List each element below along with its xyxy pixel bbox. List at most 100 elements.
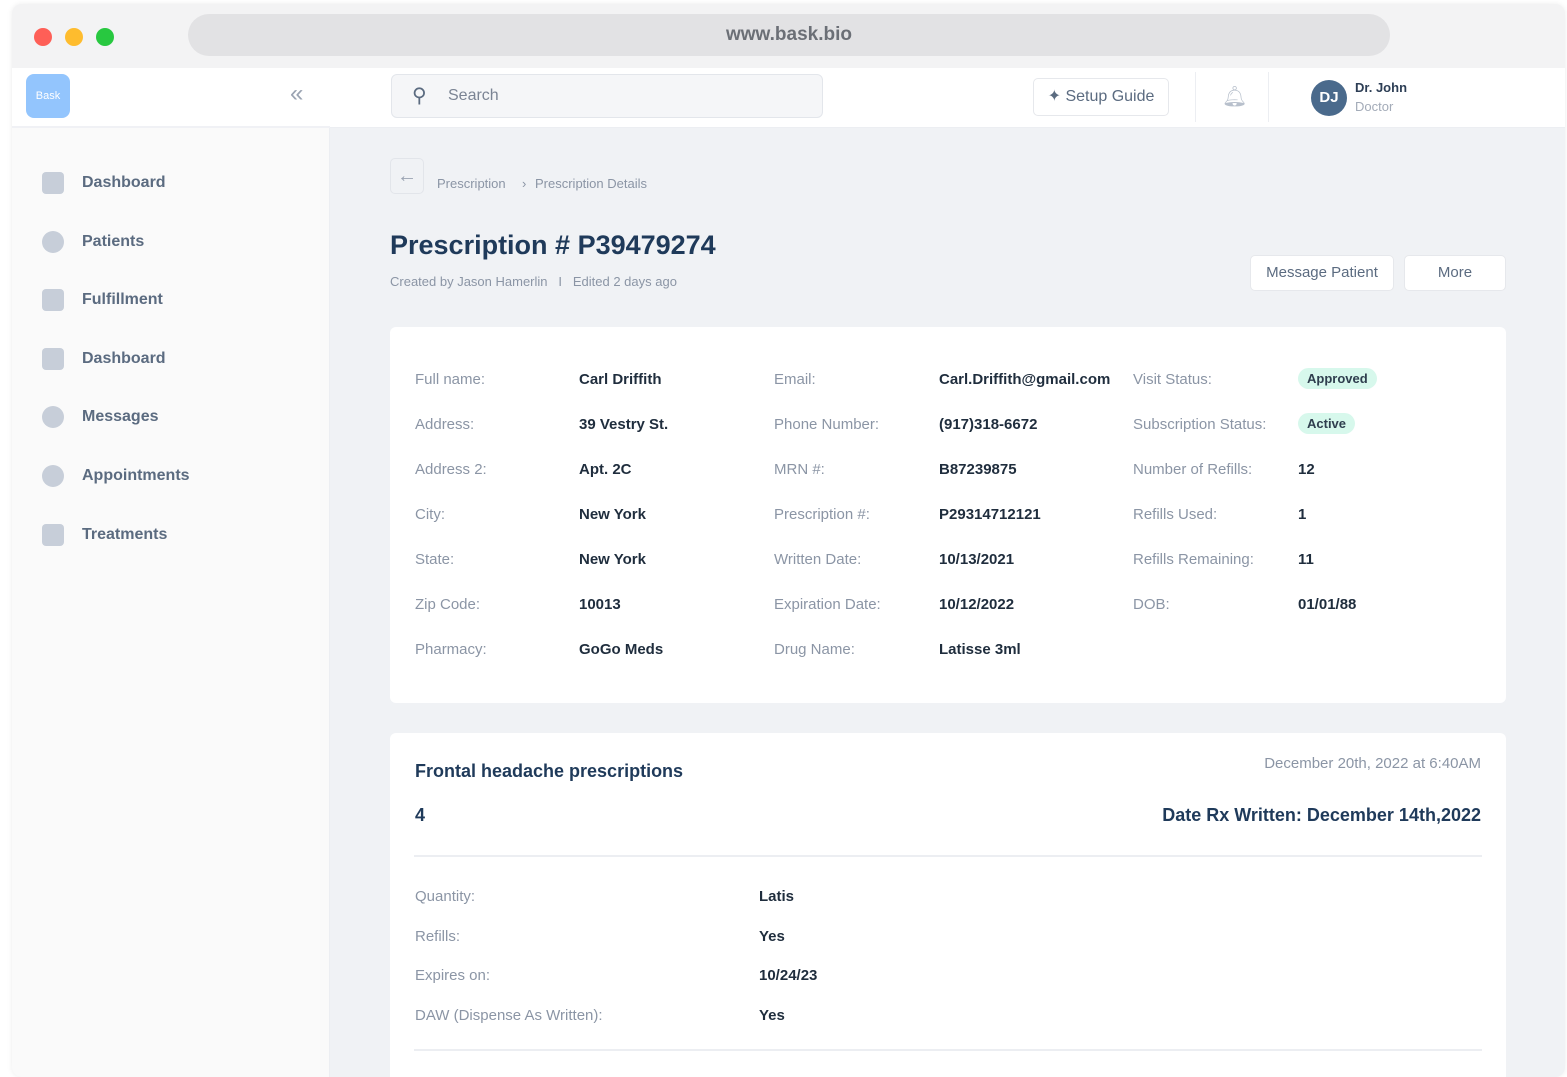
field-value: P29314712121 <box>939 506 1041 523</box>
rx-count: 4 <box>415 805 426 825</box>
grid-icon <box>42 347 64 370</box>
field-label: Visit Status: <box>1133 371 1212 388</box>
field-label: Phone Number: <box>774 416 880 433</box>
rx-field-label: Expires on: <box>415 967 491 984</box>
rx-field-value: Yes <box>759 927 785 945</box>
patient-details-card: Full name: Carl Driffith Address: 39 Vestry… <box>390 327 1506 703</box>
sidebar-item-dashboard[interactable]: Dashboard <box>42 347 166 370</box>
bell-icon[interactable]: 🔔︎ <box>1222 86 1248 108</box>
search-placeholder: Search <box>448 87 499 104</box>
setup-guide-button[interactable]: ✦ Setup Guide <box>1033 78 1169 116</box>
field-label: Subscription Status: <box>1133 416 1267 433</box>
field-value: GoGo Meds <box>579 641 664 658</box>
inbox-icon <box>42 289 64 312</box>
field-value: 10/13/2021 <box>939 551 1015 568</box>
field-value: (917)318-6672 <box>939 416 1038 433</box>
sidebar-item-fulfillment[interactable]: Fulfillment <box>42 289 163 312</box>
rx-field-value: Latis <box>759 888 795 905</box>
clock-icon <box>42 465 64 487</box>
sidebar-item-label: Appointments <box>82 467 190 484</box>
address-bar[interactable]: www.bask.bio <box>188 14 1390 56</box>
search-input[interactable]: ⚲ Search <box>391 74 823 118</box>
field-value: New York <box>579 506 646 523</box>
rx-field-value: 10/24/23 <box>759 967 818 984</box>
sidebar-header: Bask « <box>12 68 330 128</box>
status-badge: Approved <box>1298 368 1377 389</box>
sidebar-item-treatments[interactable]: Treatments <box>42 523 168 546</box>
sidebar-item-label: Patients <box>82 232 145 250</box>
field-label: Number of Refills: <box>1133 461 1253 478</box>
field-label: Address 2: <box>415 461 487 478</box>
cursor-click-icon: ✦ <box>1047 88 1066 105</box>
field-value: New York <box>579 551 646 568</box>
rx-title: Frontal headache prescriptions <box>415 761 684 781</box>
breadcrumb-separator: › <box>522 176 527 191</box>
minimize-window-button[interactable] <box>65 28 83 46</box>
medicine-icon <box>42 523 64 546</box>
bask-logo[interactable]: Bask <box>26 74 70 118</box>
subtitle-separator: I <box>558 274 562 289</box>
field-label: Prescription #: <box>774 506 870 523</box>
field-label: MRN #: <box>774 461 825 478</box>
field-label: Expiration Date: <box>774 596 881 613</box>
sidebar-item-appointments[interactable]: Appointments <box>42 465 190 487</box>
browser-chrome: www.bask.bio <box>12 4 1565 68</box>
page-title: Prescription # P39479274 <box>390 230 716 260</box>
setup-guide-label: Setup Guide <box>1065 88 1155 105</box>
breadcrumb-prescription[interactable]: Prescription <box>437 176 506 191</box>
close-window-button[interactable] <box>34 28 52 46</box>
user-role: Doctor <box>1355 99 1394 114</box>
field-label: Address: <box>415 416 475 433</box>
browser-window: www.bask.bio Bask « Dashboard Patients Ful… <box>12 4 1565 1077</box>
sidebar-item-label: Messages <box>82 408 159 426</box>
search-icon: ⚲ <box>412 85 427 107</box>
sidebar-item-label: Treatments <box>82 525 168 543</box>
more-button[interactable]: More <box>1404 255 1506 291</box>
field-value: Latisse 3ml <box>939 641 1021 658</box>
message-patient-button[interactable]: Message Patient <box>1250 255 1394 291</box>
avatar[interactable]: DJ <box>1311 80 1347 116</box>
field-label: Pharmacy: <box>415 641 487 658</box>
sidebar-item-patients[interactable]: Patients <box>42 230 145 253</box>
back-button[interactable]: ← <box>390 158 424 194</box>
created-by: Created by Jason Hamerlin <box>390 274 548 289</box>
divider <box>414 855 1482 857</box>
sidebar-item-dashboard[interactable]: Dashboard <box>42 172 166 194</box>
field-label: City: <box>415 506 445 523</box>
field-value: B87239875 <box>939 461 1017 478</box>
field-label: Refills Used: <box>1133 506 1218 523</box>
rx-field-label: Refills: <box>415 927 461 945</box>
sidebar-item-messages[interactable]: Messages <box>42 406 159 429</box>
top-bar: ⚲ Search ✦ Setup Guide 🔔︎ DJ Dr. John Doc… <box>330 68 1565 128</box>
field-value: 1 <box>1298 506 1307 523</box>
user-name: Dr. John <box>1355 80 1408 95</box>
chat-icon <box>42 406 64 429</box>
collapse-sidebar-icon[interactable]: « <box>290 80 304 107</box>
field-label: Refills Remaining: <box>1133 551 1254 568</box>
rx-field-label: DAW (Dispense As Written): <box>415 1006 603 1024</box>
rx-date-written: Date Rx Written: December 14th,2022 <box>1162 805 1481 825</box>
field-value: Apt. 2C <box>579 461 632 478</box>
maximize-window-button[interactable] <box>96 28 114 46</box>
sidebar-item-label: Dashboard <box>82 174 166 191</box>
layout-icon <box>42 172 64 194</box>
sidebar: Bask « Dashboard Patients Fulfillment Dashb… <box>12 68 330 1077</box>
field-label: Email: <box>774 371 816 388</box>
field-label: Written Date: <box>774 551 862 568</box>
field-label: Zip Code: <box>415 596 481 613</box>
status-badge: Active <box>1298 413 1356 434</box>
field-value: 10/12/2022 <box>939 596 1015 613</box>
field-value: 01/01/88 <box>1298 596 1357 613</box>
rx-field-label: Quantity: <box>415 888 476 905</box>
field-label: State: <box>415 551 455 568</box>
breadcrumb-current: Prescription Details <box>535 176 647 191</box>
sidebar-item-label: Dashboard <box>82 349 166 367</box>
field-value: 10013 <box>579 596 621 613</box>
field-value: 11 <box>1298 551 1314 568</box>
rx-timestamp: December 20th, 2022 at 6:40AM <box>1264 755 1481 772</box>
field-label: Drug Name: <box>774 641 855 658</box>
edited-time: Edited 2 days ago <box>572 274 677 289</box>
rx-field-value: Yes <box>759 1006 785 1024</box>
field-value: Carl Driffith <box>579 371 662 388</box>
divider <box>414 1049 1482 1051</box>
